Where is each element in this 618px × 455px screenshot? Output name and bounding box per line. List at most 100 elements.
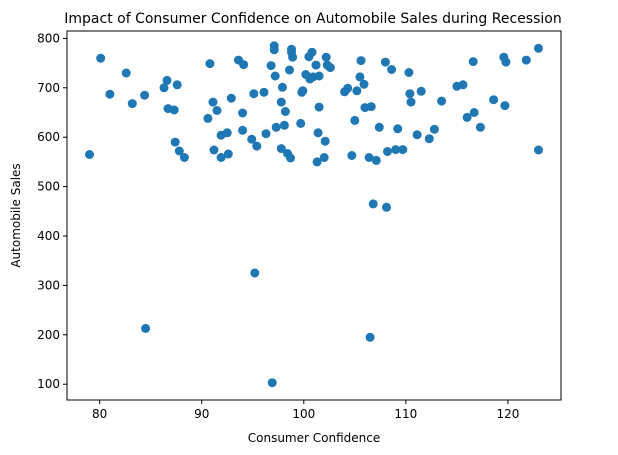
data-point — [534, 145, 543, 155]
data-point — [212, 106, 222, 115]
data-point — [534, 43, 543, 53]
data-point — [276, 144, 286, 154]
data-point — [174, 146, 184, 156]
data-point — [365, 332, 375, 342]
data-point — [382, 202, 391, 212]
data-point — [307, 47, 317, 57]
data-point — [140, 90, 150, 100]
data-point — [280, 107, 290, 116]
data-point — [249, 89, 259, 99]
data-point — [250, 268, 260, 278]
y-axis-label: Automobile Sales — [9, 163, 23, 267]
data-point — [277, 82, 287, 92]
data-point — [209, 145, 219, 155]
data-point — [179, 153, 189, 162]
data-point — [266, 61, 276, 71]
data-point — [247, 134, 257, 144]
data-point — [312, 157, 322, 167]
data-point — [105, 89, 115, 99]
data-point — [279, 120, 289, 130]
data-point — [286, 153, 295, 163]
data-point — [121, 68, 131, 78]
data-point — [404, 68, 414, 77]
data-point — [371, 155, 381, 165]
y-tick-label: 600 — [37, 130, 60, 144]
data-point — [393, 124, 403, 134]
x-tick-label: 100 — [292, 407, 315, 421]
data-point — [269, 45, 279, 55]
data-point — [462, 112, 472, 122]
data-point — [383, 147, 392, 156]
data-point — [521, 55, 531, 65]
data-point — [374, 122, 384, 132]
data-point — [343, 83, 353, 93]
data-point — [406, 97, 416, 107]
data-point — [359, 79, 369, 89]
data-point — [288, 52, 298, 62]
data-point — [391, 145, 401, 155]
data-point — [475, 122, 485, 132]
data-point — [298, 86, 308, 96]
data-point — [141, 323, 151, 333]
x-axis-ticks: 80 90 100 110 120 — [92, 400, 519, 421]
data-point — [468, 57, 478, 67]
x-tick-label: 110 — [394, 407, 417, 421]
data-point — [127, 99, 137, 109]
data-point — [368, 199, 378, 209]
data-point — [380, 57, 390, 67]
data-point — [238, 125, 248, 135]
x-tick-label: 120 — [496, 407, 519, 421]
data-point — [96, 53, 106, 63]
data-point — [239, 60, 249, 70]
y-tick-label: 200 — [37, 328, 60, 342]
x-axis-label: Consumer Confidence — [248, 431, 380, 445]
data-point — [169, 105, 179, 115]
data-point — [285, 65, 294, 75]
y-tick-label: 800 — [37, 31, 60, 45]
x-tick-label: 90 — [194, 407, 209, 421]
data-point — [85, 150, 94, 159]
data-point — [208, 97, 218, 107]
data-point — [159, 83, 169, 93]
data-point — [347, 151, 357, 160]
data-point — [364, 153, 374, 162]
y-tick-label: 400 — [37, 229, 60, 243]
data-point — [296, 118, 306, 128]
y-tick-label: 100 — [37, 377, 60, 391]
y-tick-label: 500 — [37, 180, 60, 194]
data-point — [271, 122, 281, 132]
data-point — [424, 134, 434, 144]
x-tick-label: 80 — [92, 407, 107, 421]
data-point — [267, 378, 277, 388]
data-point — [325, 63, 335, 73]
data-point — [314, 102, 324, 112]
data-point — [270, 71, 280, 81]
data-point — [355, 72, 365, 82]
data-point — [437, 96, 447, 106]
data-point — [238, 108, 248, 118]
data-point — [276, 97, 286, 107]
data-point — [259, 87, 269, 97]
data-point — [252, 141, 262, 151]
data-point — [320, 136, 330, 146]
data-point — [458, 80, 468, 90]
data-point — [319, 153, 329, 162]
data-point — [352, 86, 362, 96]
data-point — [170, 137, 180, 147]
data-point — [366, 102, 376, 112]
chart-title: Impact of Consumer Confidence on Automob… — [64, 11, 561, 27]
data-point — [222, 128, 232, 138]
y-axis-ticks: 100 200 300 400 500 600 700 800 — [37, 31, 67, 391]
data-point — [356, 56, 366, 66]
data-point — [412, 130, 422, 140]
data-point — [469, 108, 479, 117]
y-tick-label: 700 — [37, 81, 60, 95]
data-point — [321, 52, 331, 62]
data-point — [416, 86, 426, 96]
plot-frame — [66, 30, 562, 401]
data-point — [500, 101, 510, 111]
data-point — [387, 65, 397, 74]
data-point — [261, 129, 271, 139]
